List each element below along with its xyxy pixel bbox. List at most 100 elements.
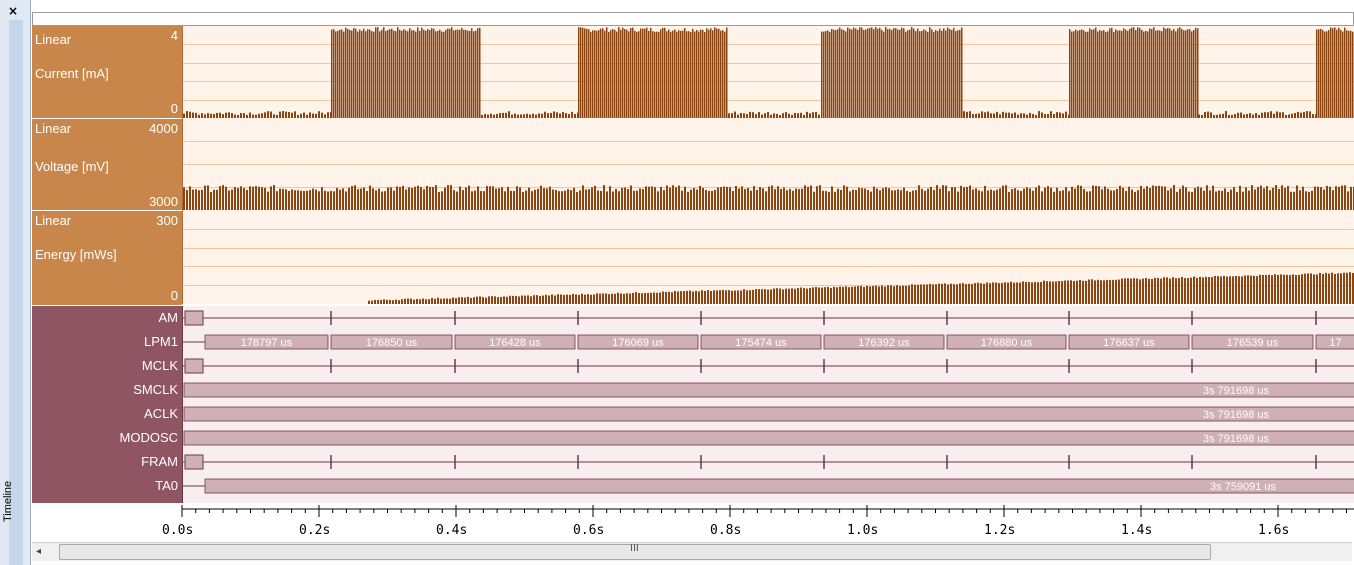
energy-bar [1202, 277, 1204, 304]
current-bar [1105, 31, 1107, 118]
current-bar [1285, 114, 1287, 118]
voltage-bar [552, 189, 554, 210]
energy-bar [1208, 277, 1210, 304]
current-bar [658, 31, 660, 118]
voltage-bar [228, 190, 230, 210]
voltage-bar [630, 185, 632, 210]
voltage-bar [1245, 187, 1247, 210]
energy-bar [740, 290, 742, 304]
energy-bar [389, 299, 391, 304]
voltage-bar [537, 188, 539, 210]
energy-bar [683, 291, 685, 304]
current-bar [351, 30, 353, 118]
energy-bar [602, 293, 604, 304]
voltage-bar [675, 187, 677, 210]
signal-plot[interactable]: 178797 us 176850 us 176428 us 176069 us 1754… [182, 306, 1354, 503]
energy-bar [1265, 274, 1267, 304]
energy-bar [866, 285, 868, 304]
energy-bar [914, 284, 916, 304]
current-min: 0 [170, 101, 178, 116]
lpm1-segment [700, 334, 822, 350]
current-bar [1083, 30, 1085, 118]
current-bar [1267, 112, 1269, 118]
voltage-bar [1209, 190, 1211, 210]
energy-bar [755, 289, 757, 304]
energy-bar [377, 299, 379, 304]
energy-bar [869, 286, 871, 304]
energy-bar [1043, 280, 1045, 304]
energy-bar [671, 292, 673, 304]
voltage-bar [732, 191, 734, 210]
current-bar [794, 113, 796, 118]
current-bar [439, 29, 441, 118]
energy-bar [1190, 277, 1192, 304]
energy-bar [1292, 274, 1294, 304]
current-bar [622, 27, 624, 118]
current-bar [1189, 29, 1191, 118]
current-bar [1097, 31, 1099, 118]
current-bar [797, 113, 799, 118]
scroll-left-arrow-icon[interactable]: ◂ [36, 546, 42, 557]
scroll-thumb[interactable]: III [59, 543, 1211, 560]
voltage-bar [1275, 185, 1277, 210]
current-bar [273, 114, 275, 118]
current-bar [514, 113, 516, 118]
energy-bar [1256, 276, 1258, 304]
voltage-plot[interactable] [182, 118, 1354, 210]
energy-plot[interactable] [182, 210, 1354, 304]
current-bar [1127, 30, 1129, 118]
current-bar [1187, 29, 1189, 118]
voltage-bar [597, 190, 599, 210]
energy-bar [851, 286, 853, 304]
energy-bar [1187, 278, 1189, 304]
current-bar [1107, 31, 1109, 118]
current-bar [987, 111, 989, 118]
current-bar [349, 29, 351, 118]
voltage-bar [993, 190, 995, 210]
time-axis-ruler [181, 505, 1354, 517]
signal-pulse [184, 358, 204, 374]
signal-label-am: AM [158, 310, 179, 325]
voltage-bar [438, 191, 440, 210]
energy-bar [383, 299, 385, 304]
voltage-bar [978, 190, 980, 210]
current-bar [529, 114, 531, 118]
voltage-bar [429, 186, 431, 210]
current-plot[interactable] [182, 26, 1354, 118]
energy-bar [584, 294, 586, 304]
energy-bar [1118, 279, 1120, 304]
current-bar [288, 111, 290, 118]
voltage-bar [981, 191, 983, 210]
current-bar [919, 31, 921, 118]
voltage-bar [1077, 185, 1079, 210]
energy-bar [968, 283, 970, 304]
energy-bar [761, 289, 763, 304]
energy-bar [1319, 272, 1321, 304]
current-bar [541, 113, 543, 118]
current-bar [574, 113, 576, 118]
voltage-bar [756, 189, 758, 210]
voltage-bar [687, 191, 689, 210]
horizontal-scrollbar[interactable]: ◂ III [32, 542, 1352, 561]
timeline-side-tab[interactable] [9, 20, 23, 565]
lpm1-segment [577, 334, 699, 350]
current-bar [975, 113, 977, 118]
energy-bar [1079, 280, 1081, 304]
lpm1-duration-label: 176850 us [366, 337, 418, 349]
current-bar [407, 31, 409, 118]
energy-bar [884, 286, 886, 304]
current-bar [678, 30, 680, 118]
current-bar [700, 29, 702, 118]
voltage-bar [588, 189, 590, 210]
current-bar [1352, 31, 1354, 118]
energy-bar [551, 294, 553, 304]
close-icon[interactable]: × [8, 4, 19, 18]
voltage-bar [705, 189, 707, 210]
current-bar [634, 30, 636, 118]
energy-bar [1334, 273, 1336, 304]
energy-bar [1103, 280, 1105, 304]
energy-bar [857, 286, 859, 304]
voltage-bar [804, 185, 806, 210]
voltage-bar [762, 188, 764, 210]
voltage-bar [1095, 185, 1097, 210]
